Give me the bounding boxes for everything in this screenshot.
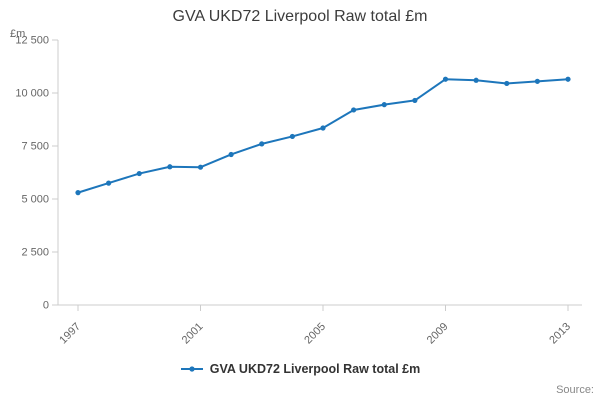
x-tick-label: 2005 [302,321,328,347]
x-tick-label: 2001 [180,321,206,347]
data-point[interactable] [320,125,326,131]
x-tick-label: 2009 [425,321,451,347]
source-label: Source: [556,384,594,396]
y-tick-label: 0 [43,300,49,312]
y-tick-label: 7 500 [21,141,49,153]
series-line [77,78,569,194]
x-tick-label: 2013 [547,321,573,347]
data-point[interactable] [473,77,479,83]
legend-line-marker-icon [180,366,203,372]
data-point[interactable] [259,141,265,147]
data-point[interactable] [136,170,142,177]
data-point[interactable] [412,97,418,104]
data-point[interactable] [75,190,81,196]
data-point[interactable] [106,180,112,186]
y-tick-label: 12 500 [15,35,49,47]
data-point[interactable] [534,78,540,84]
data-point[interactable] [289,133,295,140]
data-point[interactable] [167,164,173,170]
data-point[interactable] [197,164,204,170]
data-point[interactable] [442,76,449,82]
legend[interactable]: GVA UKD72 Liverpool Raw total £m [0,362,600,376]
line-chart: 0 2 500 5 000 7 500 10 000 12 500 1997 2001 2005… [15,35,582,347]
y-tick-label: 2 500 [21,247,49,259]
y-axis-unit-label: £m [10,28,26,40]
chart-title: GVA UKD72 Liverpool Raw total £m [172,8,428,25]
y-tick-label: 10 000 [15,88,49,100]
data-point[interactable] [565,76,571,82]
data-point[interactable] [351,107,357,113]
legend-label: GVA UKD72 Liverpool Raw total £m [209,362,421,376]
data-point[interactable] [228,151,234,158]
data-point[interactable] [381,102,387,108]
y-tick-label: 5 000 [21,194,49,206]
x-tick-label: 1997 [57,321,83,347]
data-point[interactable] [504,80,510,87]
